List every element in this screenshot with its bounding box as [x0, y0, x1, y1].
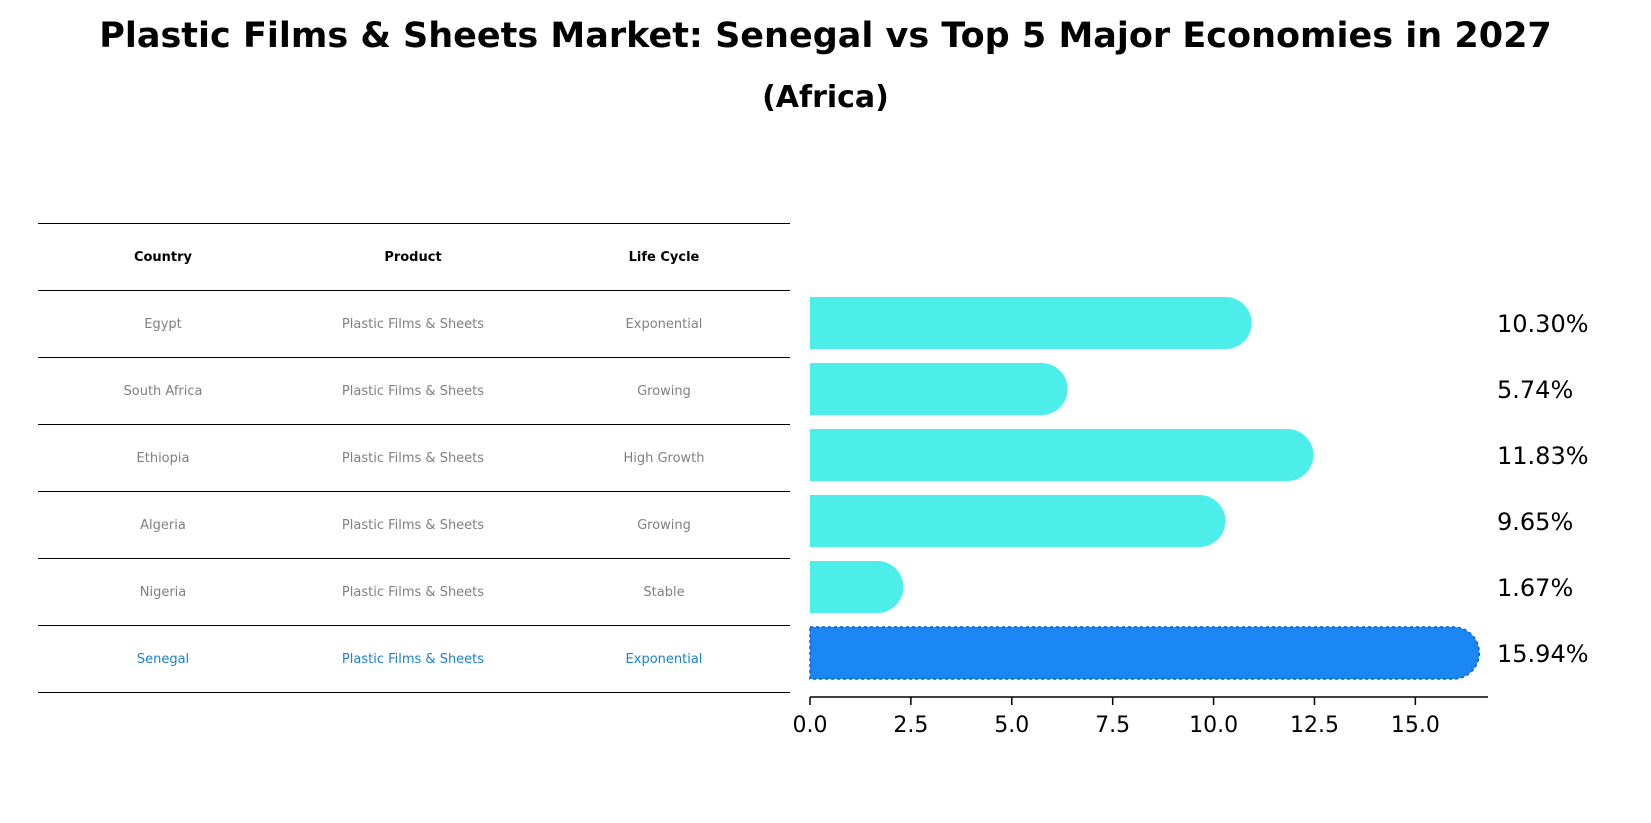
table-row: Ethiopia Plastic Films & Sheets High Gro… — [38, 424, 790, 491]
cell-country: Ethiopia — [136, 450, 190, 466]
header-life-cycle: Life Cycle — [628, 249, 700, 265]
cell-life-cycle: Stable — [643, 584, 685, 600]
table-header-row: Country Product Life Cycle — [38, 223, 790, 290]
cell-product: Plastic Films & Sheets — [341, 651, 485, 667]
cell-life-cycle: Growing — [637, 517, 691, 533]
value-label: 10.30% — [1497, 310, 1589, 338]
bar-nigeria — [810, 561, 904, 613]
bar-algeria — [810, 495, 1226, 547]
cell-product: Plastic Films & Sheets — [341, 383, 485, 399]
x-tick-label: 10.0 — [1189, 713, 1238, 738]
cell-life-cycle: High Growth — [623, 450, 705, 466]
value-label: 5.74% — [1497, 376, 1573, 404]
value-label: 15.94% — [1497, 640, 1589, 668]
x-tick-label: 2.5 — [893, 713, 928, 738]
value-label: 11.83% — [1497, 442, 1589, 470]
value-label: 9.65% — [1497, 508, 1573, 536]
bar-south-africa — [810, 363, 1068, 415]
x-tick-label: 5.0 — [994, 713, 1029, 738]
bar-egypt — [810, 297, 1252, 349]
x-tick-label: 12.5 — [1290, 713, 1339, 738]
cell-life-cycle: Growing — [637, 383, 691, 399]
table-row: Nigeria Plastic Films & Sheets Stable — [38, 558, 790, 625]
x-tick-label: 0.0 — [793, 713, 828, 738]
cell-country: Algeria — [140, 517, 186, 533]
header-product: Product — [384, 249, 442, 265]
chart-subtitle: (Africa) — [762, 80, 889, 115]
table-row: Egypt Plastic Films & Sheets Exponential — [38, 290, 790, 357]
cell-product: Plastic Films & Sheets — [341, 584, 485, 600]
cell-country: Egypt — [144, 316, 182, 332]
bar-senegal — [809, 626, 1481, 680]
x-tick-label: 7.5 — [1095, 713, 1130, 738]
table-row: Algeria Plastic Films & Sheets Growing — [38, 491, 790, 558]
cell-country: South Africa — [123, 383, 203, 399]
bar-ethiopia — [810, 429, 1314, 481]
data-table: Country Product Life Cycle Egypt Plastic… — [38, 223, 790, 693]
cell-country: Senegal — [136, 651, 190, 667]
cell-product: Plastic Films & Sheets — [341, 517, 485, 533]
table-row: South Africa Plastic Films & Sheets Grow… — [38, 357, 790, 424]
value-label: 1.67% — [1497, 574, 1573, 602]
cell-product: Plastic Films & Sheets — [341, 450, 485, 466]
cell-life-cycle: Exponential — [625, 316, 703, 332]
cell-country: Nigeria — [139, 584, 187, 600]
chart-title: Plastic Films & Sheets Market: Senegal v… — [99, 16, 1552, 56]
table-row-highlight: Senegal Plastic Films & Sheets Exponenti… — [38, 625, 790, 693]
x-tick-label: 15.0 — [1391, 713, 1440, 738]
header-country: Country — [133, 249, 193, 265]
cell-life-cycle: Exponential — [625, 651, 703, 667]
cell-product: Plastic Films & Sheets — [341, 316, 485, 332]
